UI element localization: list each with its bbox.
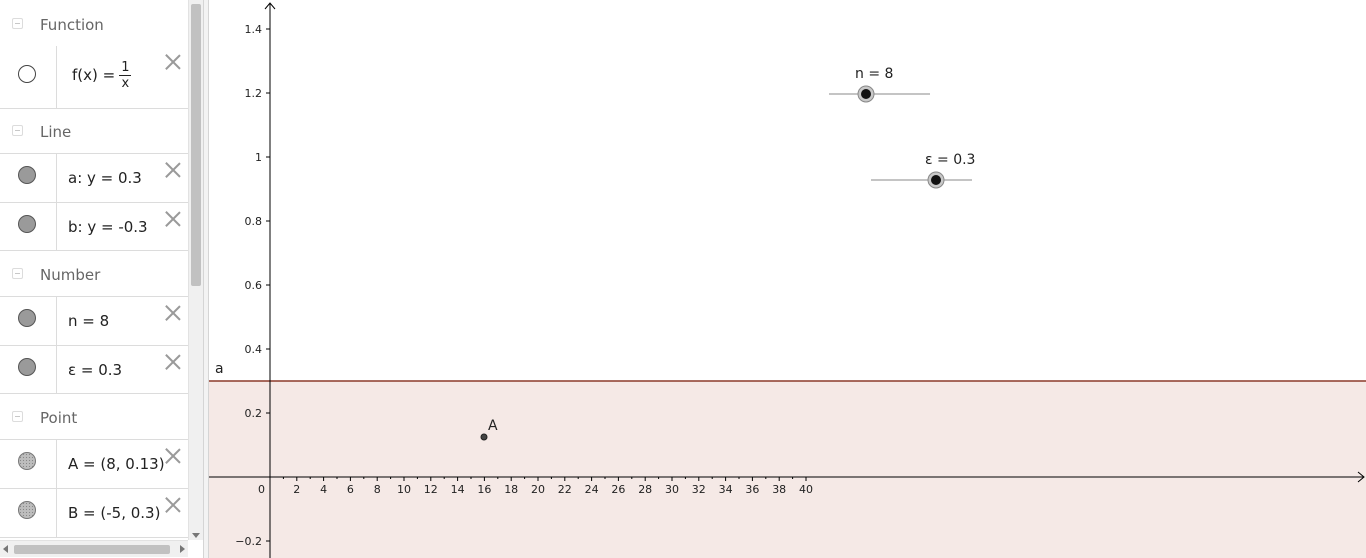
delete-icon[interactable] <box>164 52 182 70</box>
delete-icon[interactable] <box>164 495 182 513</box>
x-tick-label: 0 <box>258 483 265 496</box>
horizontal-scrollbar[interactable] <box>0 540 188 557</box>
point-A-label: A <box>488 418 498 434</box>
x-tick-label: 32 <box>692 483 706 496</box>
y-tick-label: 0.4 <box>245 343 263 356</box>
x-tick-label: 22 <box>558 483 572 496</box>
x-tick-label: 26 <box>611 483 625 496</box>
delete-icon[interactable] <box>164 446 182 464</box>
algebra-view: Function f(x) = 1 x Line a: y = 0.3 b: y =… <box>0 0 188 540</box>
group-title: Function <box>40 16 104 34</box>
visibility-toggle-icon[interactable] <box>18 501 36 519</box>
scrollbar-thumb[interactable] <box>14 545 170 554</box>
y-tick-label: 0.6 <box>245 279 263 292</box>
shaded-region <box>209 381 1366 558</box>
algebra-expression[interactable]: a: y = 0.3 <box>68 169 142 187</box>
y-axis-ticks: 1.4 1.2 1 0.8 0.6 0.4 0.2 −0.2 <box>235 23 270 548</box>
x-tick-label: 16 <box>477 483 491 496</box>
visibility-toggle-icon[interactable] <box>18 309 36 327</box>
algebra-row-a[interactable]: a: y = 0.3 <box>0 154 188 203</box>
x-tick-label: 20 <box>531 483 545 496</box>
x-tick-label: 40 <box>799 483 813 496</box>
x-tick-label: 8 <box>374 483 381 496</box>
y-tick-label: 1.4 <box>245 23 263 36</box>
group-title: Point <box>40 409 78 427</box>
scrollbar-thumb[interactable] <box>191 4 201 286</box>
scroll-right-arrow-icon[interactable] <box>180 545 185 553</box>
group-title: Number <box>40 266 101 284</box>
slider-epsilon-label: ε = 0.3 <box>925 152 975 168</box>
algebra-row-A[interactable]: A = (8, 0.13) <box>0 440 188 489</box>
x-tick-label: 38 <box>772 483 786 496</box>
algebra-row-n[interactable]: n = 8 <box>0 297 188 346</box>
visibility-toggle-icon[interactable] <box>18 358 36 376</box>
delete-icon[interactable] <box>164 303 182 321</box>
algebra-expression[interactable]: ε = 0.3 <box>68 361 123 379</box>
collapse-icon[interactable] <box>12 125 23 136</box>
algebra-expression[interactable]: A = (8, 0.13) <box>68 455 165 473</box>
scroll-down-arrow-icon[interactable] <box>192 533 200 538</box>
collapse-icon[interactable] <box>12 411 23 422</box>
x-tick-label: 2 <box>293 483 300 496</box>
algebra-expression[interactable]: f(x) = 1 x <box>72 60 132 91</box>
x-tick-label: 14 <box>451 483 465 496</box>
slider-n-handle[interactable] <box>861 89 871 99</box>
y-tick-label: −0.2 <box>235 535 262 548</box>
x-tick-label: 4 <box>320 483 327 496</box>
scroll-left-arrow-icon[interactable] <box>3 545 8 553</box>
algebra-expression[interactable]: b: y = -0.3 <box>68 218 148 236</box>
delete-icon[interactable] <box>164 209 182 227</box>
visibility-toggle-icon[interactable] <box>18 166 36 184</box>
visibility-toggle-icon[interactable] <box>18 215 36 233</box>
x-tick-label: 34 <box>719 483 733 496</box>
function-prefix: f(x) = <box>72 66 116 84</box>
x-tick-label: 10 <box>397 483 411 496</box>
y-tick-label: 1 <box>255 151 262 164</box>
graphics-view[interactable]: a 0 2 4 6 8 10 12 14 16 18 20 22 24 26 28 30 32 34 36 38 40 … <box>209 0 1366 558</box>
algebra-expression[interactable]: n = 8 <box>68 312 110 330</box>
visibility-toggle-icon[interactable] <box>18 452 36 470</box>
visibility-toggle-icon[interactable] <box>18 65 36 83</box>
x-tick-label: 28 <box>638 483 652 496</box>
fraction-numerator: 1 <box>119 60 132 76</box>
y-tick-label: 0.2 <box>245 407 263 420</box>
graphics-canvas[interactable]: a 0 2 4 6 8 10 12 14 16 18 20 22 24 26 28 30 32 34 36 38 40 … <box>209 0 1366 558</box>
y-axis-arrow-icon <box>264 2 276 10</box>
delete-icon[interactable] <box>164 352 182 370</box>
algebra-row-epsilon[interactable]: ε = 0.3 <box>0 346 188 394</box>
x-axis-arrow-icon <box>1357 471 1365 483</box>
x-tick-label: 30 <box>665 483 679 496</box>
algebra-row-f[interactable]: f(x) = 1 x <box>0 46 188 109</box>
x-tick-label: 36 <box>745 483 759 496</box>
collapse-icon[interactable] <box>12 18 23 29</box>
algebra-expression[interactable]: B = (-5, 0.3) <box>68 504 161 522</box>
algebra-row-b[interactable]: b: y = -0.3 <box>0 203 188 251</box>
slider-epsilon-handle[interactable] <box>931 175 941 185</box>
x-tick-label: 12 <box>424 483 438 496</box>
y-tick-label: 1.2 <box>245 87 263 100</box>
group-title: Line <box>40 123 72 141</box>
fraction-denominator: x <box>121 76 130 91</box>
vertical-scrollbar[interactable] <box>188 0 203 540</box>
x-axis-ticks: 0 2 4 6 8 10 12 14 16 18 20 22 24 26 28 30 32 34 36 38 40 <box>258 477 813 496</box>
slider-n-label: n = 8 <box>855 66 893 82</box>
collapse-icon[interactable] <box>12 268 23 279</box>
group-header-point[interactable]: Point <box>0 395 188 440</box>
x-tick-label: 6 <box>347 483 354 496</box>
group-header-function[interactable]: Function <box>0 2 188 47</box>
view-divider[interactable] <box>203 0 209 558</box>
group-header-number[interactable]: Number <box>0 252 188 297</box>
line-a-label: a <box>215 361 224 377</box>
delete-icon[interactable] <box>164 160 182 178</box>
x-tick-label: 24 <box>585 483 599 496</box>
y-tick-label: 0.8 <box>245 215 263 228</box>
x-tick-label: 18 <box>504 483 518 496</box>
algebra-row-B[interactable]: B = (-5, 0.3) <box>0 489 188 538</box>
group-header-line[interactable]: Line <box>0 109 188 154</box>
point-A[interactable] <box>480 433 488 441</box>
